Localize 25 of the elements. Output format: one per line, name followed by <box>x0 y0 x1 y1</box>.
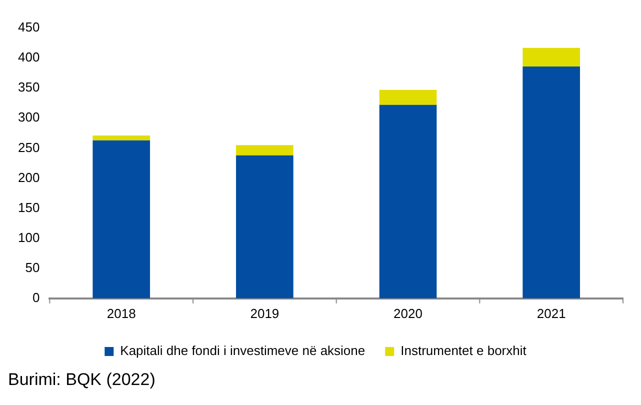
bar <box>236 145 294 156</box>
bar <box>522 66 580 298</box>
bar <box>379 90 437 105</box>
y-tick-label: 450 <box>18 20 40 35</box>
bar <box>522 48 580 66</box>
y-tick-label: 300 <box>18 110 40 125</box>
bar <box>92 136 150 140</box>
y-tick-label: 200 <box>18 170 40 185</box>
bar <box>236 155 294 298</box>
x-tick-label: 2020 <box>394 306 422 321</box>
y-tick-label: 100 <box>18 230 40 245</box>
legend-label: Instrumentet e borxhit <box>400 343 527 358</box>
y-tick-label: 400 <box>18 50 40 65</box>
x-tick-label: 2019 <box>250 306 280 321</box>
y-tick-label: 350 <box>18 80 40 95</box>
y-tick-label: 150 <box>18 200 40 215</box>
y-tick-label: 50 <box>25 260 40 275</box>
y-tick-label: 250 <box>18 140 40 155</box>
legend-label: Kapitali dhe fondi i investimeve në aksione <box>120 343 366 358</box>
y-tick-label: 0 <box>32 290 40 305</box>
text: Burimi: BQK (2022) <box>8 370 156 390</box>
bar <box>379 104 437 298</box>
x-tick-label: 2018 <box>106 306 136 321</box>
bar <box>92 140 150 298</box>
x-tick-label: 2021 <box>536 306 566 321</box>
